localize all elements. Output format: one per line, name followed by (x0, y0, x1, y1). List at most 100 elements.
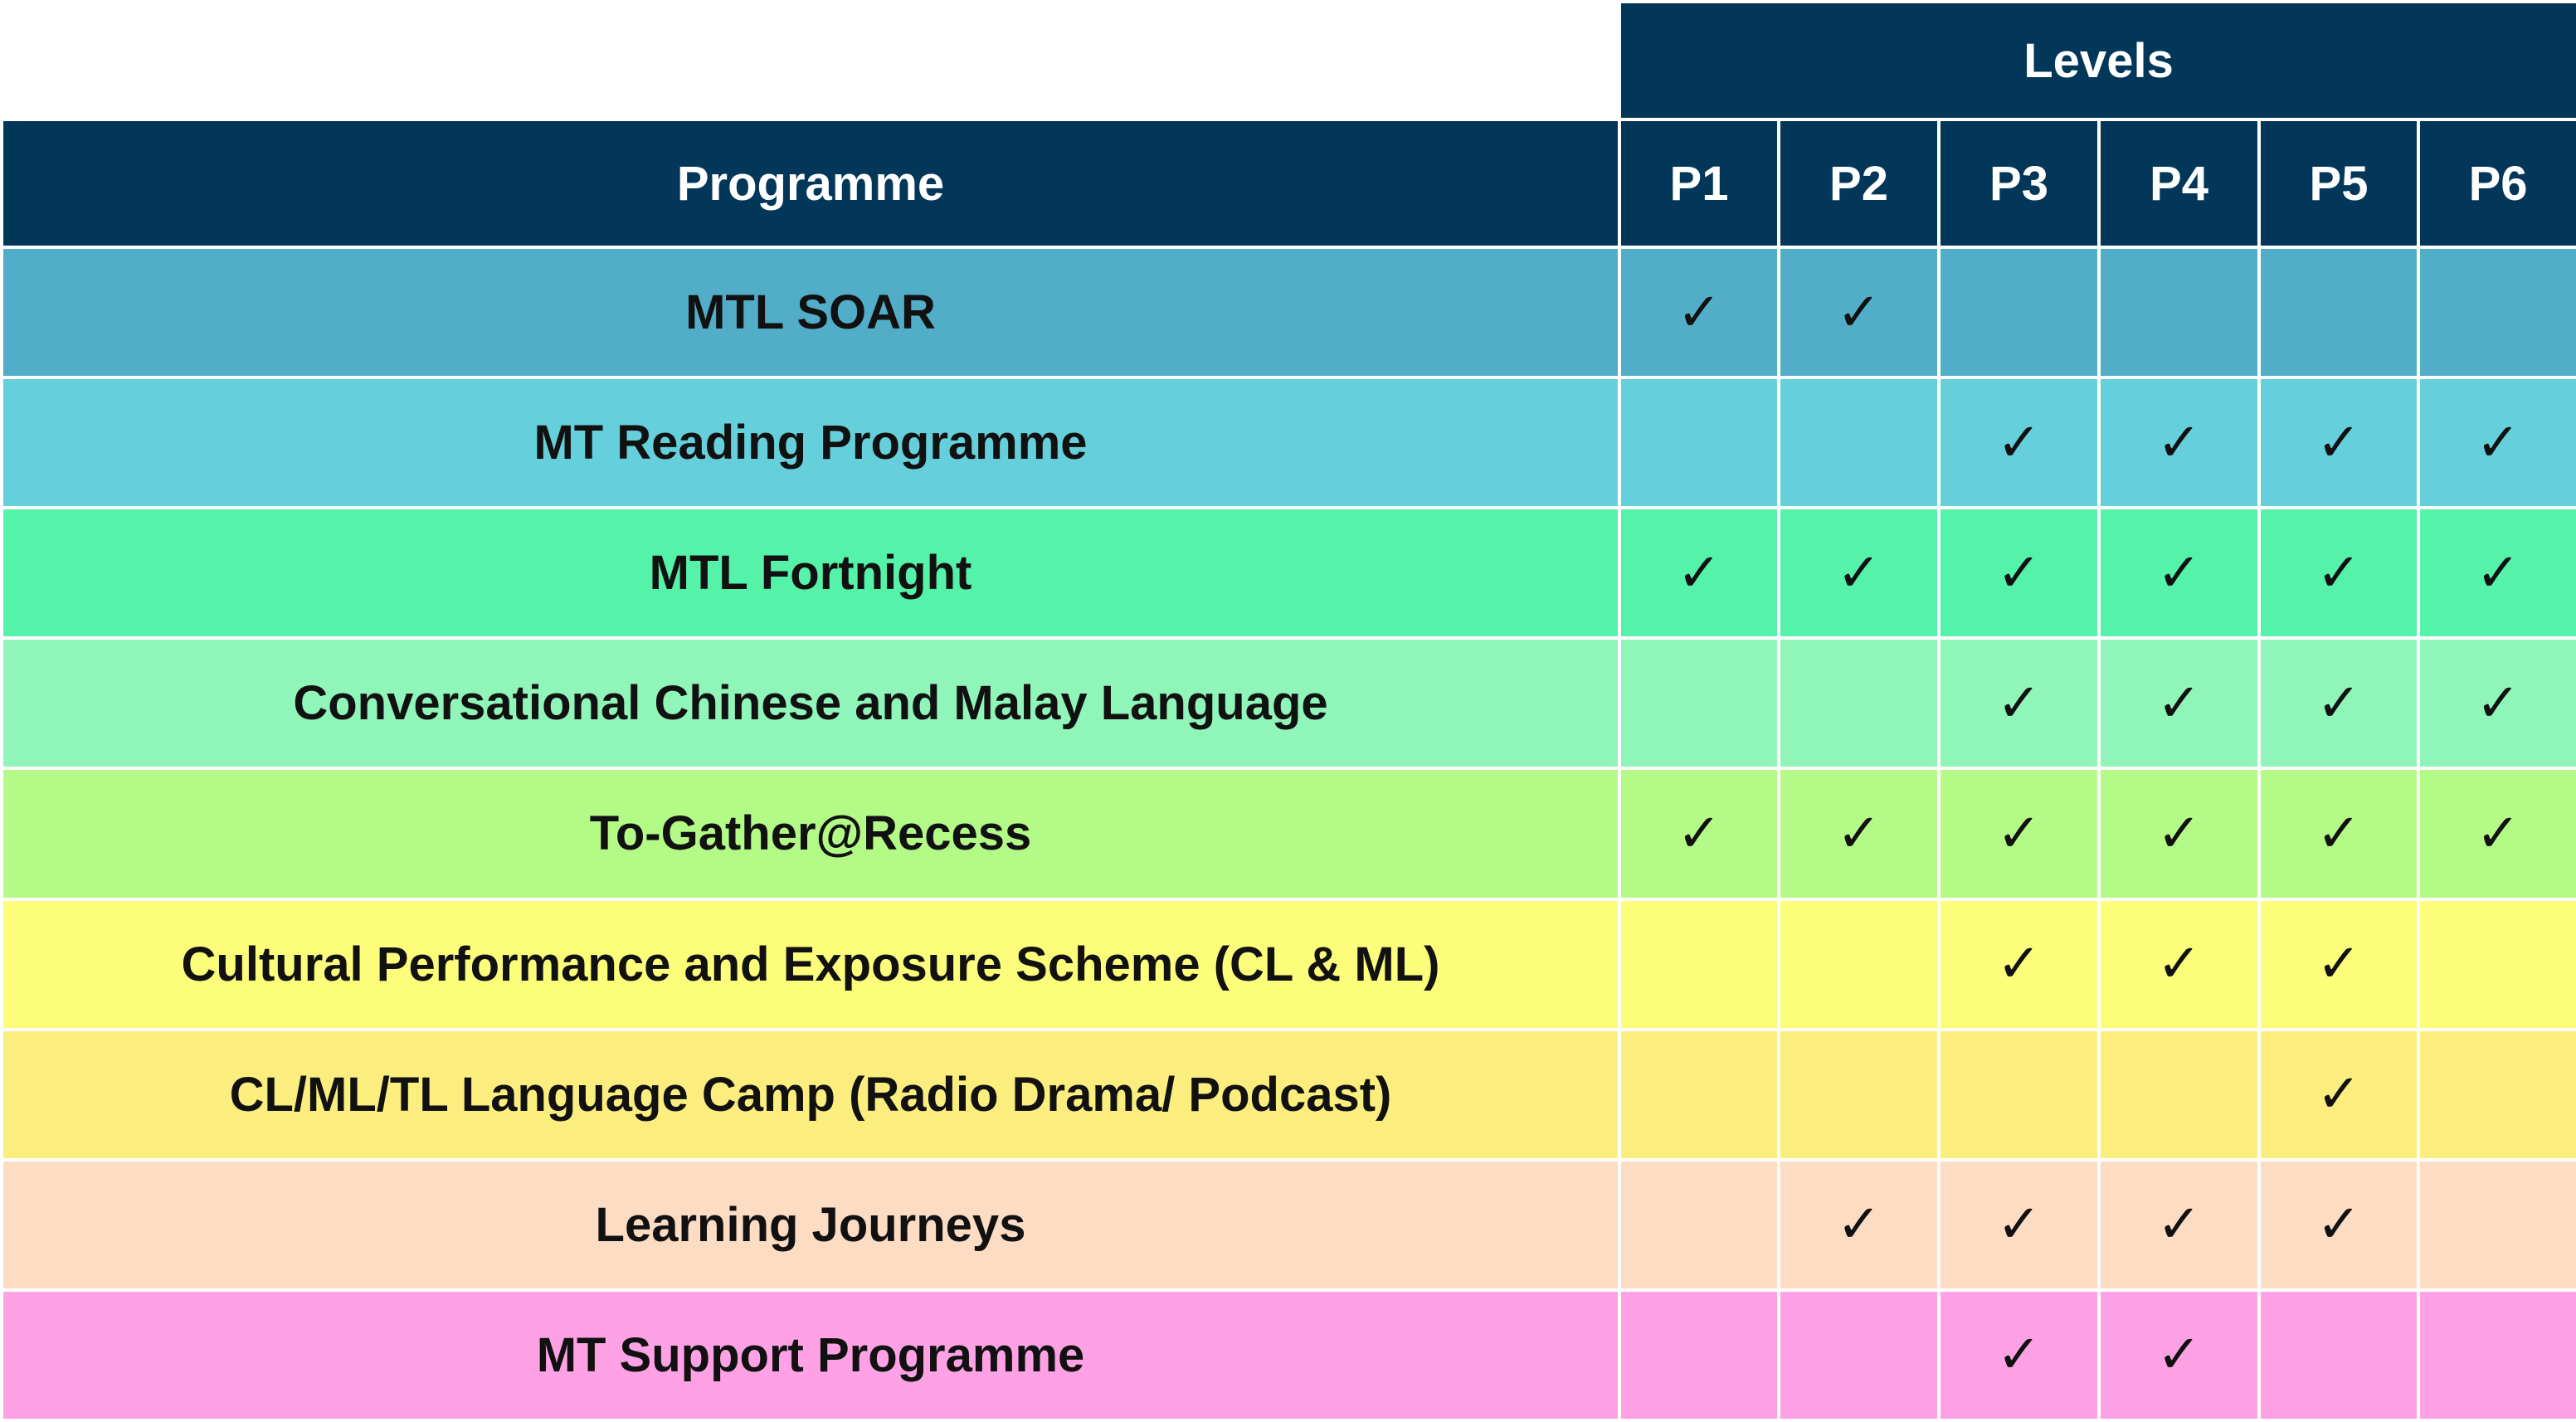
check-mark-icon: ✓ (1677, 802, 1721, 864)
programme-header: Programme (0, 118, 1621, 249)
table-row: Learning Journeys ✓ ✓ ✓ ✓ (0, 1157, 2576, 1292)
level-cell-p6 (2416, 1027, 2576, 1161)
level-cell-p4: ✓ (2097, 1288, 2261, 1422)
level-cell-p2 (1777, 1027, 1941, 1161)
level-cell-p2: ✓ (1777, 1157, 1941, 1292)
level-cell-p3: ✓ (1937, 767, 2101, 901)
level-cell-p1: ✓ (1618, 506, 1780, 640)
level-cell-p4: ✓ (2097, 1157, 2261, 1292)
level-cell-p6: ✓ (2416, 506, 2576, 640)
check-mark-icon: ✓ (2476, 412, 2520, 474)
programme-name-cell: MT Support Programme (0, 1288, 1621, 1422)
level-cell-p4 (2097, 1027, 2261, 1161)
programme-name-cell: Learning Journeys (0, 1157, 1621, 1292)
level-cell-p3 (1937, 245, 2101, 380)
check-mark-icon: ✓ (2316, 802, 2361, 864)
level-cell-p1 (1618, 1288, 1780, 1422)
check-mark-icon: ✓ (1996, 412, 2042, 474)
check-mark-icon: ✓ (2316, 412, 2361, 474)
check-mark-icon: ✓ (2156, 933, 2202, 996)
table-row: CL/ML/TL Language Camp (Radio Drama/ Pod… (0, 1027, 2576, 1161)
level-cell-p2: ✓ (1777, 506, 1941, 640)
table-row: Conversational Chinese and Malay Languag… (0, 636, 2576, 771)
check-mark-icon: ✓ (1996, 802, 2042, 864)
check-mark-icon: ✓ (2316, 933, 2361, 996)
level-cell-p2: ✓ (1777, 245, 1941, 380)
level-cell-p6 (2416, 1157, 2576, 1292)
check-mark-icon: ✓ (1677, 281, 1721, 343)
level-cell-p2 (1777, 636, 1941, 771)
programme-name-cell: Conversational Chinese and Malay Languag… (0, 636, 1621, 771)
level-cell-p5: ✓ (2257, 376, 2420, 510)
level-cell-p3: ✓ (1937, 897, 2101, 1031)
check-mark-icon: ✓ (1836, 542, 1882, 604)
table-row: MT Reading Programme ✓ ✓ ✓ ✓ (0, 376, 2576, 510)
programme-name-cell: Cultural Performance and Exposure Scheme… (0, 897, 1621, 1031)
table-body: MTL SOAR ✓ ✓ MT Reading Programme ✓ ✓ ✓ ✓ MTL Fo… (0, 245, 2576, 1422)
level-cell-p5: ✓ (2257, 506, 2420, 640)
level-cell-p3: ✓ (1937, 506, 2101, 640)
level-cell-p5 (2257, 1288, 2420, 1422)
levels-header: Levels (1617, 0, 2576, 121)
check-mark-icon: ✓ (2316, 1194, 2361, 1256)
check-mark-icon: ✓ (1996, 672, 2042, 734)
level-cell-p5: ✓ (2257, 767, 2420, 901)
level-cell-p5: ✓ (2257, 1027, 2420, 1161)
level-cell-p4: ✓ (2097, 767, 2261, 901)
table-row: MT Support Programme ✓ ✓ (0, 1288, 2576, 1422)
check-mark-icon: ✓ (2316, 672, 2361, 734)
check-mark-icon: ✓ (2156, 1194, 2202, 1256)
table-row: MTL Fortnight ✓ ✓ ✓ ✓ ✓ ✓ (0, 506, 2576, 640)
level-cell-p2 (1777, 897, 1941, 1031)
check-mark-icon: ✓ (2156, 1324, 2202, 1386)
check-mark-icon: ✓ (2476, 542, 2520, 604)
check-mark-icon: ✓ (1836, 1194, 1882, 1256)
check-mark-icon: ✓ (1677, 542, 1721, 604)
check-mark-icon: ✓ (2156, 802, 2202, 864)
check-mark-icon: ✓ (1836, 281, 1882, 343)
programme-name-cell: MTL SOAR (0, 245, 1621, 380)
level-header-p5: P5 (2257, 118, 2420, 249)
check-mark-icon: ✓ (2156, 412, 2202, 474)
level-header-p6: P6 (2416, 118, 2576, 249)
table-row: Cultural Performance and Exposure Scheme… (0, 897, 2576, 1031)
level-cell-p4: ✓ (2097, 506, 2261, 640)
blank-header-cell (0, 0, 1621, 121)
check-mark-icon: ✓ (2476, 672, 2520, 734)
level-header-p3: P3 (1937, 118, 2101, 249)
table-row: To-Gather@Recess ✓ ✓ ✓ ✓ ✓ ✓ (0, 767, 2576, 901)
check-mark-icon: ✓ (1996, 933, 2042, 996)
programme-name-cell: CL/ML/TL Language Camp (Radio Drama/ Pod… (0, 1027, 1621, 1161)
level-cell-p1 (1618, 1157, 1780, 1292)
level-cell-p1 (1618, 376, 1780, 510)
level-header-p2: P2 (1777, 118, 1941, 249)
level-cell-p1: ✓ (1618, 245, 1780, 380)
check-mark-icon: ✓ (1836, 802, 1882, 864)
check-mark-icon: ✓ (2316, 542, 2361, 604)
check-mark-icon: ✓ (1996, 1324, 2042, 1386)
level-cell-p3: ✓ (1937, 636, 2101, 771)
level-cell-p5: ✓ (2257, 897, 2420, 1031)
level-cell-p3: ✓ (1937, 376, 2101, 510)
programme-name-cell: MT Reading Programme (0, 376, 1621, 510)
level-header-p1: P1 (1618, 118, 1780, 249)
level-cell-p1 (1618, 636, 1780, 771)
level-cell-p2 (1777, 1288, 1941, 1422)
level-cell-p6 (2416, 245, 2576, 380)
level-cell-p2: ✓ (1777, 767, 1941, 901)
level-cell-p4 (2097, 245, 2261, 380)
check-mark-icon: ✓ (2316, 1064, 2361, 1126)
level-cell-p4: ✓ (2097, 376, 2261, 510)
level-cell-p3: ✓ (1937, 1157, 2101, 1292)
check-mark-icon: ✓ (1996, 1194, 2042, 1256)
level-cell-p1 (1618, 897, 1780, 1031)
level-cell-p1 (1618, 1027, 1780, 1161)
level-cell-p4: ✓ (2097, 636, 2261, 771)
level-header-p4: P4 (2097, 118, 2261, 249)
check-mark-icon: ✓ (2476, 802, 2520, 864)
programme-name-cell: MTL Fortnight (0, 506, 1621, 640)
level-cell-p6: ✓ (2416, 636, 2576, 771)
table-row: MTL SOAR ✓ ✓ (0, 245, 2576, 380)
level-cell-p2 (1777, 376, 1941, 510)
